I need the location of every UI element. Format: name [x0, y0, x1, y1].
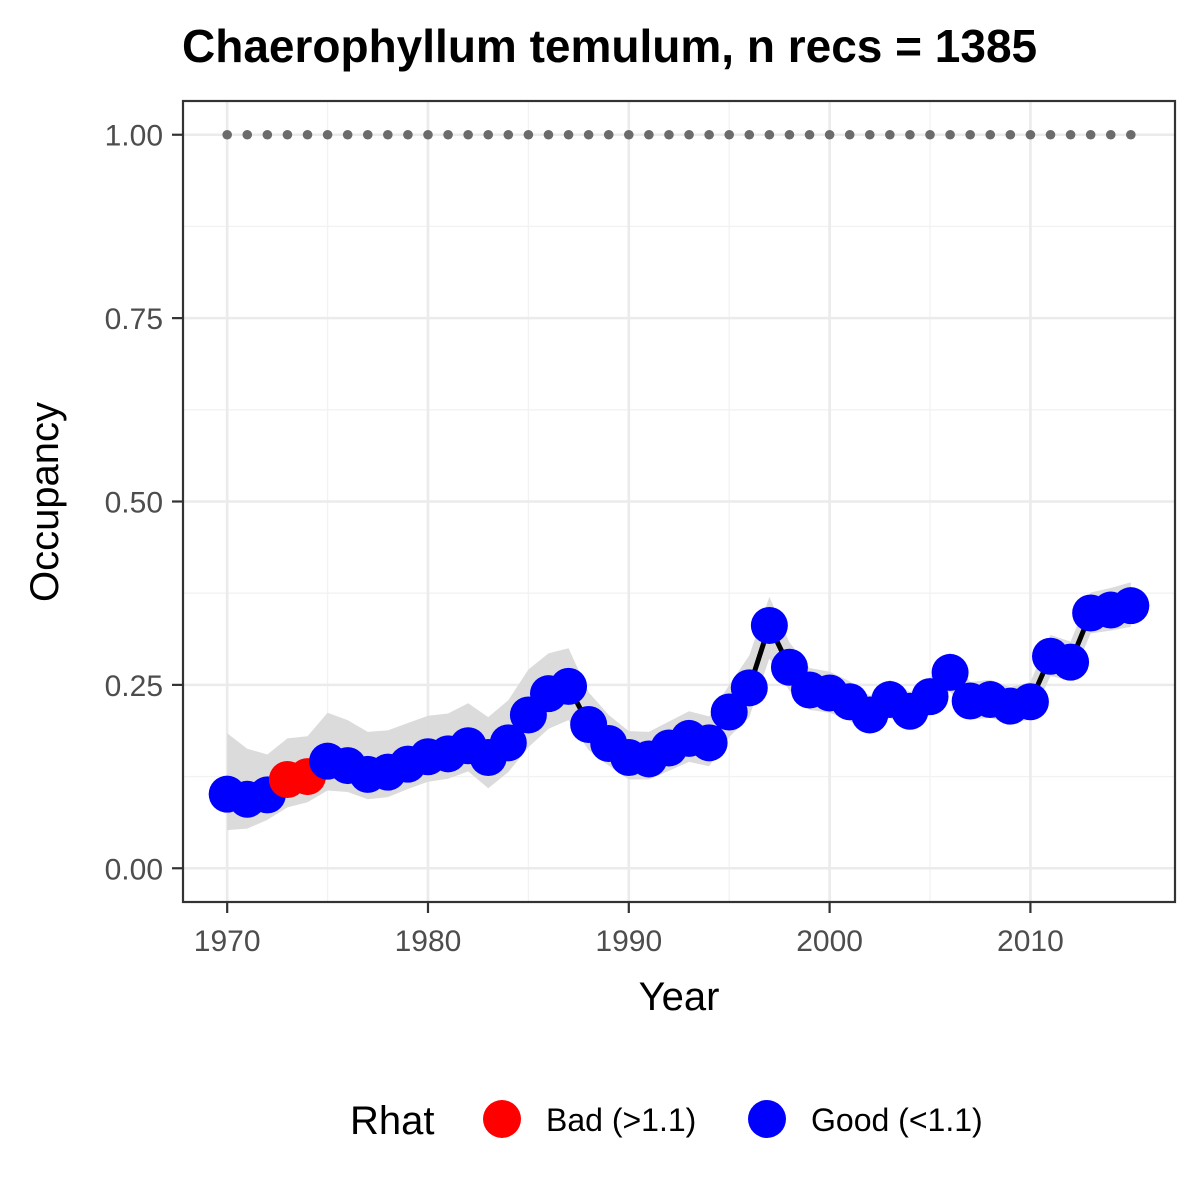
legend-title: Rhat: [350, 1099, 435, 1143]
data-point-good: [489, 724, 527, 762]
reference-dot: [1105, 129, 1116, 140]
x-axis-title: Year: [639, 975, 720, 1019]
reference-dot: [824, 129, 835, 140]
data-point-good: [550, 667, 588, 705]
y-axis: 0.00 0.25 0.50 0.75 1.00: [105, 120, 183, 886]
reference-dot: [262, 129, 273, 140]
reference-dot: [543, 129, 554, 140]
legend: Rhat Bad (>1.1) Good (<1.1): [350, 1099, 983, 1143]
reference-dot: [1005, 129, 1016, 140]
y-tick-label: 1.00: [105, 120, 163, 153]
reference-dot: [483, 129, 494, 140]
reference-dot: [603, 129, 614, 140]
legend-key-good: [748, 1100, 786, 1138]
reference-dot: [905, 129, 915, 140]
reference-dot: [764, 129, 775, 140]
reference-dot: [242, 129, 253, 140]
reference-dot: [362, 129, 373, 140]
legend-label-good: Good (<1.1): [811, 1102, 983, 1138]
reference-dot: [864, 129, 875, 140]
reference-dot: [423, 129, 433, 140]
reference-dot: [1085, 129, 1096, 140]
reference-dot: [945, 129, 955, 140]
reference-dot: [463, 129, 473, 140]
reference-dotted-line: [222, 129, 1136, 140]
reference-dot: [383, 129, 393, 140]
y-tick-label: 0.25: [105, 670, 163, 703]
reference-dot: [644, 129, 654, 140]
reference-dot: [844, 129, 855, 140]
reference-dot: [583, 129, 594, 140]
occupancy-points: [208, 587, 1150, 818]
reference-dot: [342, 129, 353, 140]
reference-dot: [563, 129, 574, 140]
data-point-good: [1112, 587, 1150, 625]
data-point-good: [1052, 643, 1090, 681]
reference-dot: [523, 129, 534, 140]
reference-dot: [985, 129, 996, 140]
data-point-good: [931, 653, 969, 691]
x-tick-label: 1980: [395, 925, 462, 958]
chart-title: Chaerophyllum temulum, n recs = 1385: [182, 20, 1037, 72]
reference-dot: [704, 129, 714, 140]
reference-dot: [784, 129, 795, 140]
y-axis-title: Occupancy: [23, 402, 67, 602]
reference-dot: [1045, 129, 1056, 140]
reference-dot: [222, 129, 232, 140]
reference-dot: [623, 129, 634, 140]
data-point-good: [750, 606, 788, 644]
x-axis: 1970 1980 1990 2000 2010: [194, 902, 1064, 958]
x-tick-label: 2010: [997, 925, 1064, 958]
y-tick-label: 0.00: [105, 853, 163, 886]
y-tick-label: 0.50: [105, 487, 163, 520]
reference-dot: [282, 129, 293, 140]
reference-dot: [684, 129, 694, 140]
reference-dot: [1025, 129, 1036, 140]
data-point-good: [730, 669, 768, 707]
reference-dot: [322, 129, 333, 140]
data-point-good: [690, 724, 728, 762]
reference-dot: [302, 129, 313, 140]
reference-dot: [1126, 129, 1136, 140]
x-tick-label: 2000: [796, 925, 863, 958]
legend-key-bad: [483, 1100, 521, 1138]
reference-dot: [965, 129, 975, 140]
reference-dot: [503, 129, 514, 140]
reference-dot: [925, 129, 935, 140]
reference-dot: [804, 129, 815, 140]
reference-dot: [1065, 129, 1076, 140]
reference-dot: [443, 129, 453, 140]
x-tick-label: 1970: [194, 925, 261, 958]
reference-dot: [403, 129, 413, 140]
reference-dot: [664, 129, 674, 140]
x-tick-label: 1990: [595, 925, 662, 958]
reference-dot: [724, 129, 735, 140]
reference-dot: [744, 129, 755, 140]
y-tick-label: 0.75: [105, 303, 163, 336]
legend-label-bad: Bad (>1.1): [546, 1102, 696, 1138]
reference-dot: [885, 129, 895, 140]
data-point-good: [1011, 683, 1049, 721]
